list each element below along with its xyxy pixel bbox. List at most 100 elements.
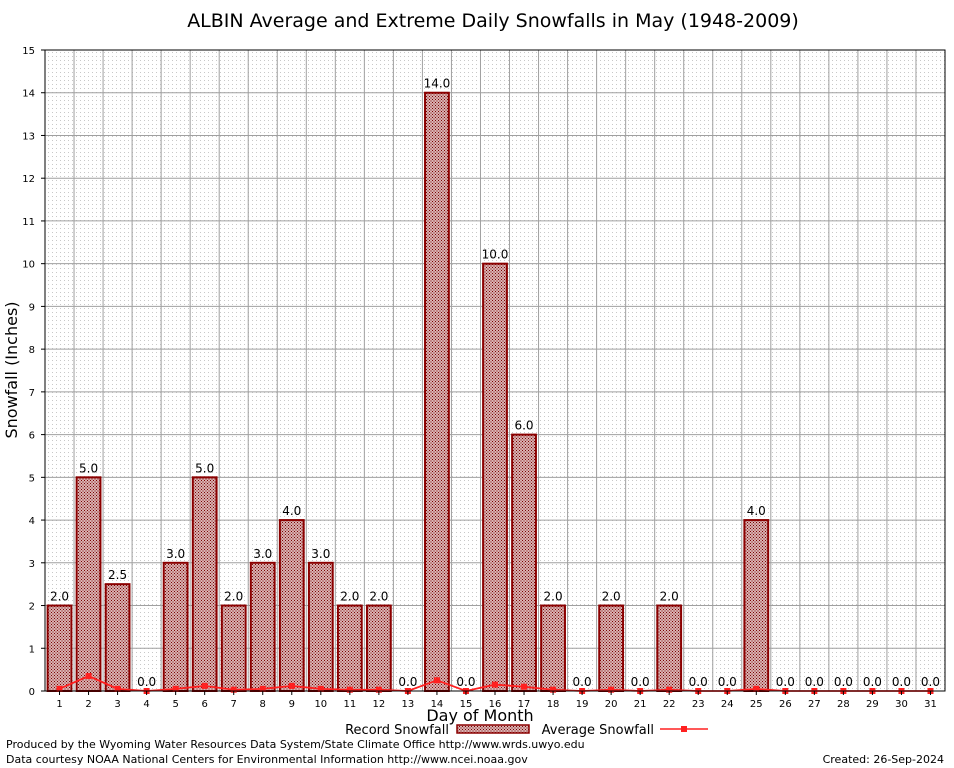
record-bar bbox=[656, 604, 683, 692]
x-tick-label: 24 bbox=[721, 699, 734, 710]
y-tick-label: 3 bbox=[29, 559, 35, 570]
average-point bbox=[346, 686, 353, 693]
legend-average-label: Average Snowfall bbox=[542, 723, 654, 738]
record-bar bbox=[743, 519, 770, 692]
bar-value-label: 4.0 bbox=[747, 504, 766, 518]
bar-value-label: 2.0 bbox=[50, 590, 69, 604]
x-tick-label: 16 bbox=[489, 699, 502, 710]
bar-value-label: 2.0 bbox=[340, 590, 359, 604]
y-tick-label: 7 bbox=[29, 388, 35, 399]
average-point bbox=[550, 686, 557, 693]
bar-value-label: 5.0 bbox=[195, 461, 214, 475]
average-point bbox=[85, 673, 92, 680]
x-tick-label: 29 bbox=[866, 699, 879, 710]
bar-value-label: 5.0 bbox=[79, 461, 98, 475]
average-point bbox=[230, 686, 237, 693]
y-tick-label: 4 bbox=[29, 516, 35, 527]
average-point bbox=[521, 683, 528, 690]
record-bar bbox=[336, 604, 363, 692]
bar-value-label: 0.0 bbox=[805, 675, 824, 689]
x-tick-label: 3 bbox=[114, 699, 120, 710]
bar-value-label: 0.0 bbox=[834, 675, 853, 689]
x-tick-label: 10 bbox=[314, 699, 327, 710]
y-tick-label: 8 bbox=[29, 345, 35, 356]
average-point bbox=[666, 686, 673, 693]
bar-value-label: 2.0 bbox=[224, 590, 243, 604]
x-tick-label: 1 bbox=[56, 699, 62, 710]
bar-value-label: 6.0 bbox=[514, 419, 533, 433]
record-bar bbox=[511, 433, 537, 692]
y-tick-label: 9 bbox=[29, 302, 35, 313]
y-tick-label: 12 bbox=[22, 174, 35, 185]
x-tick-label: 14 bbox=[431, 699, 444, 710]
bar-value-label: 0.0 bbox=[892, 675, 911, 689]
x-tick-label: 9 bbox=[289, 699, 295, 710]
bar-value-label: 4.0 bbox=[282, 504, 301, 518]
x-tick-label: 20 bbox=[605, 699, 618, 710]
average-point bbox=[492, 681, 498, 688]
average-point bbox=[433, 677, 440, 684]
x-tick-label: 18 bbox=[547, 699, 560, 710]
bar-value-labels: 2.0 5.0 2.5 0.0 3.0 5.0 2.0 3.0 4.0 3.0 2.0 2.0 0.0 1… bbox=[50, 77, 940, 689]
footer-created-date: Created: 26-Sep-2024 bbox=[822, 753, 944, 766]
bar-value-label: 0.0 bbox=[573, 675, 592, 689]
bar-value-label: 3.0 bbox=[253, 547, 272, 561]
x-tick-label: 15 bbox=[460, 699, 473, 710]
x-tick-label: 22 bbox=[663, 699, 676, 710]
record-bar bbox=[104, 583, 131, 693]
x-tick-label: 12 bbox=[373, 699, 386, 710]
bar-value-label: 0.0 bbox=[863, 675, 882, 689]
bar-value-label: 0.0 bbox=[398, 675, 417, 689]
bar-value-label: 2.0 bbox=[660, 590, 679, 604]
bar-value-label: 0.0 bbox=[456, 675, 475, 689]
average-point bbox=[114, 685, 121, 692]
legend-record-swatch bbox=[456, 724, 530, 734]
average-point bbox=[172, 685, 179, 692]
legend-record-label: Record Snowfall bbox=[345, 723, 449, 738]
y-axis-label: Snowfall (Inches) bbox=[2, 301, 21, 438]
x-tick-label: 30 bbox=[895, 699, 908, 710]
bar-value-label: 0.0 bbox=[631, 675, 650, 689]
chart-title: ALBIN Average and Extreme Daily Snowfall… bbox=[187, 10, 799, 32]
x-tick-labels: 1 2 3 4 5 6 7 8 9 10 11 12 13 14 15 16 17 18 19 20 21 22 23 24 2… bbox=[56, 691, 937, 710]
x-tick-label: 31 bbox=[924, 699, 937, 710]
bar-value-label: 0.0 bbox=[689, 675, 708, 689]
record-bar bbox=[220, 604, 247, 692]
y-tick-label: 10 bbox=[22, 260, 35, 271]
y-tick-label: 15 bbox=[22, 46, 35, 57]
bar-value-label: 3.0 bbox=[166, 547, 185, 561]
x-tick-label: 5 bbox=[172, 699, 178, 710]
record-bar bbox=[540, 604, 566, 692]
x-tick-label: 11 bbox=[343, 699, 356, 710]
average-point bbox=[259, 685, 266, 692]
y-tick-label: 6 bbox=[29, 431, 35, 442]
x-tick-label: 4 bbox=[143, 699, 149, 710]
average-point bbox=[375, 686, 382, 693]
legend: Record Snowfall Average Snowfall bbox=[345, 723, 708, 738]
record-bar bbox=[424, 91, 450, 692]
bar-value-label: 3.0 bbox=[311, 547, 330, 561]
bar-value-label: 0.0 bbox=[776, 675, 795, 689]
record-bar bbox=[307, 561, 334, 692]
average-point bbox=[753, 685, 760, 692]
bar-value-label: 10.0 bbox=[482, 248, 509, 262]
x-tick-label: 6 bbox=[201, 699, 207, 710]
x-tick-label: 23 bbox=[692, 699, 705, 710]
x-tick-label: 26 bbox=[779, 699, 792, 710]
x-tick-label: 21 bbox=[634, 699, 647, 710]
x-tick-label: 8 bbox=[260, 699, 266, 710]
x-tick-label: 27 bbox=[808, 699, 821, 710]
x-tick-label: 13 bbox=[402, 699, 415, 710]
average-point bbox=[288, 682, 295, 689]
x-axis-label: Day of Month bbox=[426, 706, 533, 725]
bar-value-label: 0.0 bbox=[718, 675, 737, 689]
bar-value-label: 2.0 bbox=[602, 590, 621, 604]
record-bar bbox=[598, 604, 625, 692]
y-tick-label: 13 bbox=[22, 131, 35, 142]
bar-value-label: 0.0 bbox=[137, 675, 156, 689]
record-bar bbox=[482, 262, 508, 692]
x-tick-label: 7 bbox=[231, 699, 237, 710]
y-tick-label: 2 bbox=[29, 602, 35, 613]
